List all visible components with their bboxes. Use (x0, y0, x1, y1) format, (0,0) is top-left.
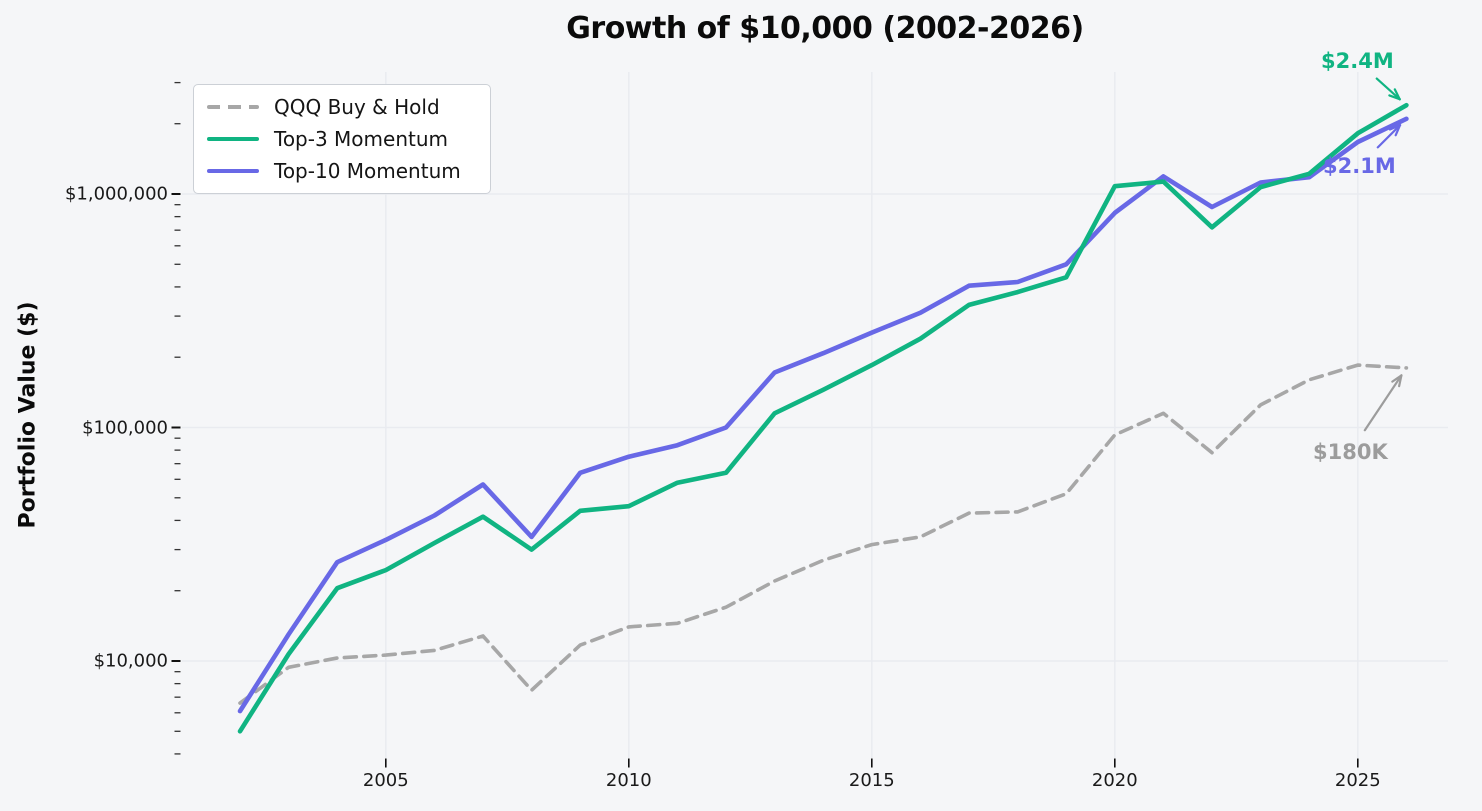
legend-label: Top-10 Momentum (274, 159, 461, 183)
legend-solid-line-swatch (207, 137, 259, 141)
legend-solid-line-swatch (207, 169, 259, 173)
x-tick-label-2020: 2020 (1091, 770, 1138, 791)
chart-title: Growth of $10,000 (2002-2026) (566, 11, 1084, 46)
x-tick-label-2010: 2010 (605, 770, 652, 791)
legend-item-top3: Top-3 Momentum (194, 123, 490, 155)
annotation-top10-final-value: $2.1M (1323, 153, 1396, 178)
annotation-top3-final-value: $2.4M (1321, 49, 1394, 74)
y-tick-label-100k: $100,000 (82, 417, 168, 438)
legend-item-qqq: QQQ Buy & Hold (194, 91, 490, 123)
legend-label: QQQ Buy & Hold (274, 95, 440, 119)
legend-label: Top-3 Momentum (274, 127, 449, 151)
x-tick-label-2025: 2025 (1334, 770, 1381, 791)
x-tick-label-2005: 2005 (362, 770, 409, 791)
y-axis-label: Portfolio Value ($) (15, 301, 41, 529)
annotation-qqq-final-value: $180K (1313, 439, 1388, 464)
legend-item-top10: Top-10 Momentum (194, 155, 490, 187)
legend: QQQ Buy & Hold Top-3 Momentum Top-10 Mom… (193, 84, 491, 194)
x-tick-label-2015: 2015 (848, 770, 895, 791)
y-tick-label-1m: $1,000,000 (64, 183, 168, 205)
y-tick-label-10k: $10,000 (93, 650, 168, 672)
legend-dashed-line-swatch (207, 105, 259, 109)
